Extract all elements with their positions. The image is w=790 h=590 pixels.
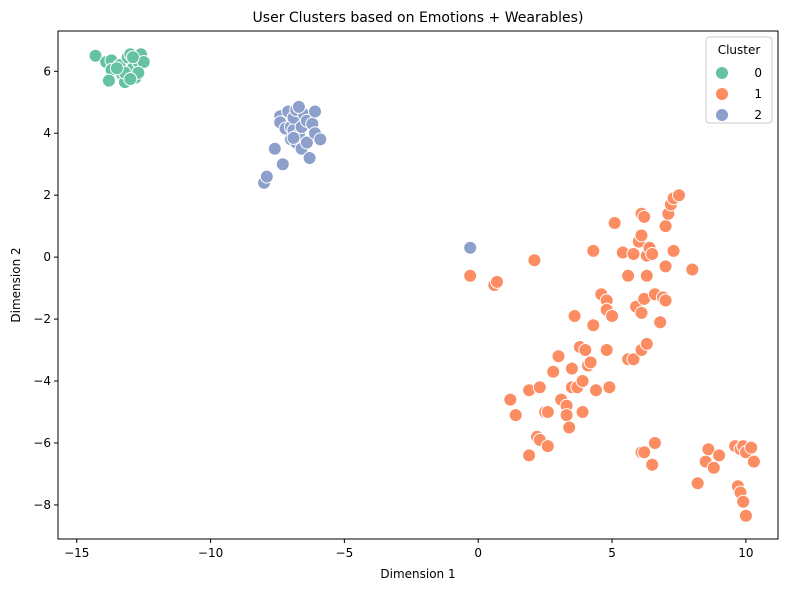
legend-marker-0 (715, 66, 729, 80)
point-cluster-1 (658, 219, 673, 234)
point-cluster-1 (672, 188, 686, 203)
x-tick-label: 5 (608, 546, 616, 560)
point-cluster-1 (645, 247, 660, 261)
point-cluster-1 (639, 336, 654, 351)
points-layer (88, 47, 761, 523)
legend-title: Cluster (718, 43, 761, 57)
point-cluster-0 (88, 48, 103, 63)
point-cluster-1 (575, 405, 590, 419)
point-cluster-1 (559, 408, 574, 423)
y-axis: −8 −6 −4 −2 0 2 4 6 (33, 64, 58, 512)
legend-label-0: 0 (754, 66, 762, 80)
point-cluster-1 (607, 216, 622, 230)
point-cluster-1 (634, 305, 649, 320)
point-cluster-1 (637, 445, 652, 460)
point-cluster-2 (291, 99, 306, 114)
point-cluster-1 (647, 436, 662, 450)
point-cluster-1 (634, 228, 649, 243)
point-cluster-1 (562, 420, 577, 435)
point-cluster-1 (546, 364, 561, 379)
x-axis: −15 −10 −5 0 5 10 (64, 539, 754, 560)
point-cluster-1 (532, 380, 547, 395)
point-cluster-1 (564, 361, 579, 376)
point-cluster-1 (463, 268, 478, 283)
y-tick-label: 0 (43, 250, 51, 264)
point-cluster-2 (259, 169, 274, 184)
legend-marker-1 (715, 87, 729, 101)
y-tick-label: −6 (33, 436, 51, 450)
point-cluster-2 (463, 240, 478, 255)
y-tick-label: −4 (33, 374, 51, 388)
point-cluster-1 (583, 355, 598, 370)
point-cluster-1 (567, 309, 582, 323)
legend: Cluster 0 1 2 (705, 36, 773, 124)
point-cluster-2 (313, 132, 328, 147)
point-cluster-2 (302, 151, 317, 165)
point-cluster-1 (626, 247, 641, 261)
y-tick-label: −2 (33, 312, 51, 326)
y-tick-label: −8 (33, 498, 51, 512)
point-cluster-1 (503, 392, 518, 407)
y-tick-label: 2 (43, 188, 51, 202)
point-cluster-1 (578, 343, 593, 357)
point-cluster-1 (527, 253, 542, 268)
point-cluster-1 (736, 494, 751, 509)
point-cluster-1 (522, 448, 537, 463)
point-cluster-1 (637, 209, 652, 224)
x-tick-label: −5 (336, 546, 354, 560)
point-cluster-2 (275, 157, 290, 172)
point-cluster-2 (267, 141, 282, 156)
point-cluster-1 (712, 448, 727, 463)
point-cluster-1 (706, 460, 721, 475)
point-cluster-1 (690, 476, 705, 491)
point-cluster-1 (540, 439, 555, 454)
point-cluster-1 (586, 243, 601, 258)
point-cluster-1 (685, 262, 700, 277)
x-tick-label: −10 (198, 546, 223, 560)
point-cluster-1 (744, 440, 759, 455)
chart-title: User Clusters based on Emotions + Wearab… (253, 10, 584, 26)
point-cluster-1 (653, 315, 668, 330)
plot-area-frame (57, 30, 779, 540)
point-cluster-1 (738, 508, 753, 523)
point-cluster-0 (125, 50, 140, 65)
point-cluster-1 (658, 293, 673, 308)
legend-box (705, 36, 773, 124)
point-cluster-1 (639, 268, 654, 283)
point-cluster-0 (123, 72, 138, 86)
point-cluster-2 (299, 135, 314, 150)
point-cluster-1 (599, 343, 614, 357)
x-tick-label: 0 (474, 546, 482, 560)
x-tick-label: −15 (64, 546, 89, 560)
point-cluster-1 (666, 243, 681, 258)
point-cluster-1 (589, 383, 603, 398)
point-cluster-1 (490, 274, 504, 289)
point-cluster-1 (508, 408, 523, 423)
point-cluster-1 (540, 405, 555, 419)
point-cluster-1 (701, 442, 716, 457)
y-axis-label: Dimension 2 (9, 247, 23, 322)
point-cluster-1 (586, 318, 601, 333)
point-cluster-1 (746, 454, 761, 469)
point-cluster-0 (109, 61, 124, 76)
point-cluster-0 (101, 73, 116, 88)
point-cluster-1 (602, 380, 617, 395)
legend-label-1: 1 (754, 87, 762, 101)
legend-label-2: 2 (754, 108, 762, 122)
point-cluster-1 (621, 268, 636, 283)
y-tick-label: 4 (43, 126, 51, 140)
y-tick-label: 6 (43, 64, 51, 78)
point-cluster-1 (575, 374, 590, 388)
legend-marker-2 (715, 108, 729, 122)
point-cluster-1 (551, 349, 566, 364)
x-axis-label: Dimension 1 (380, 567, 455, 581)
point-cluster-2 (308, 104, 322, 119)
point-cluster-2 (286, 130, 301, 145)
x-tick-label: 10 (738, 546, 753, 560)
point-cluster-1 (658, 259, 673, 274)
point-cluster-1 (626, 352, 641, 367)
point-cluster-1 (645, 457, 660, 472)
point-cluster-1 (605, 309, 620, 323)
